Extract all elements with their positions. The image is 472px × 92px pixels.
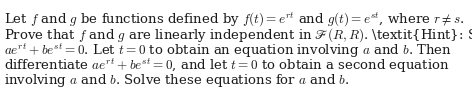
Text: Let $f$ and $g$ be functions defined by $f(t) = e^{rt}$ and $g(t) = e^{st}$, whe: Let $f$ and $g$ be functions defined by … <box>4 11 464 29</box>
Text: involving $a$ and $b$. Solve these equations for $a$ and $b$.: involving $a$ and $b$. Solve these equat… <box>4 71 349 89</box>
Text: $ae^{rt} + be^{st} = 0$. Let $t = 0$ to obtain an equation involving $a$ and $b$: $ae^{rt} + be^{st} = 0$. Let $t = 0$ to … <box>4 41 452 60</box>
Text: differentiate $ae^{rt} + be^{st} = 0$, and let $t = 0$ to obtain a second equati: differentiate $ae^{rt} + be^{st} = 0$, a… <box>4 56 449 75</box>
Text: Prove that $f$ and $g$ are linearly independent in $\mathscr{F}(R, R)$. \textit{: Prove that $f$ and $g$ are linearly inde… <box>4 26 472 44</box>
